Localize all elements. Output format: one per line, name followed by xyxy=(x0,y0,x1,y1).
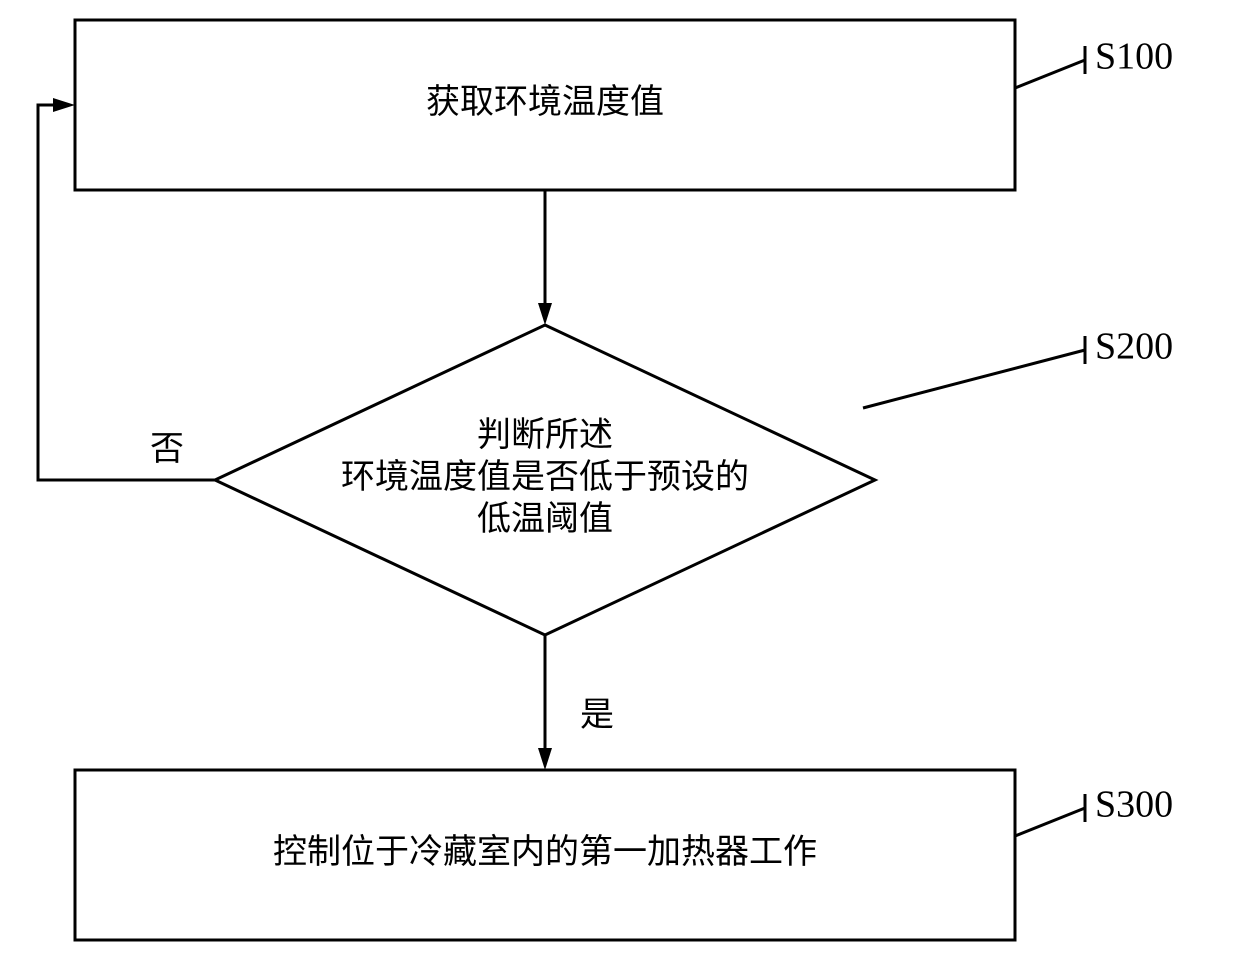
node-s100-text: 获取环境温度值 xyxy=(426,83,664,121)
node-s200-text-2: 低温阈值 xyxy=(477,500,613,538)
arrowhead xyxy=(53,98,75,112)
edge-s200_no: 否 xyxy=(38,98,215,480)
labels-layer: S100 S200 S300 xyxy=(863,36,1173,836)
edge-line-s200_no xyxy=(38,105,215,480)
step-label-s200: S200 xyxy=(1095,326,1173,368)
leader-s200 xyxy=(863,350,1085,408)
shapes-layer: 获取环境温度值判断所述环境温度值是否低于预设的低温阈值控制位于冷藏室内的第一加热… xyxy=(75,20,1015,940)
edge-label-s200_no: 否 xyxy=(150,431,184,468)
flowchart-canvas: 获取环境温度值判断所述环境温度值是否低于预设的低温阈值控制位于冷藏室内的第一加热… xyxy=(0,0,1240,974)
node-s300-text: 控制位于冷藏室内的第一加热器工作 xyxy=(273,833,817,871)
arrowhead xyxy=(538,748,552,770)
edge-s200_yes: 是 xyxy=(538,635,614,770)
edge-label-s200_yes: 是 xyxy=(580,697,614,734)
step-label-s100: S100 xyxy=(1095,36,1173,78)
leader-s100 xyxy=(1015,60,1085,88)
edge-s100_to_s200 xyxy=(538,190,552,325)
node-s200-text-1: 环境温度值是否低于预设的 xyxy=(341,458,749,496)
arrowhead xyxy=(538,303,552,325)
node-s100: 获取环境温度值 xyxy=(75,20,1015,190)
node-s200-text-0: 判断所述 xyxy=(477,416,613,454)
step-label-s300: S300 xyxy=(1095,784,1173,826)
node-s300: 控制位于冷藏室内的第一加热器工作 xyxy=(75,770,1015,940)
node-s200: 判断所述环境温度值是否低于预设的低温阈值 xyxy=(215,325,875,635)
leader-s300 xyxy=(1015,808,1085,836)
